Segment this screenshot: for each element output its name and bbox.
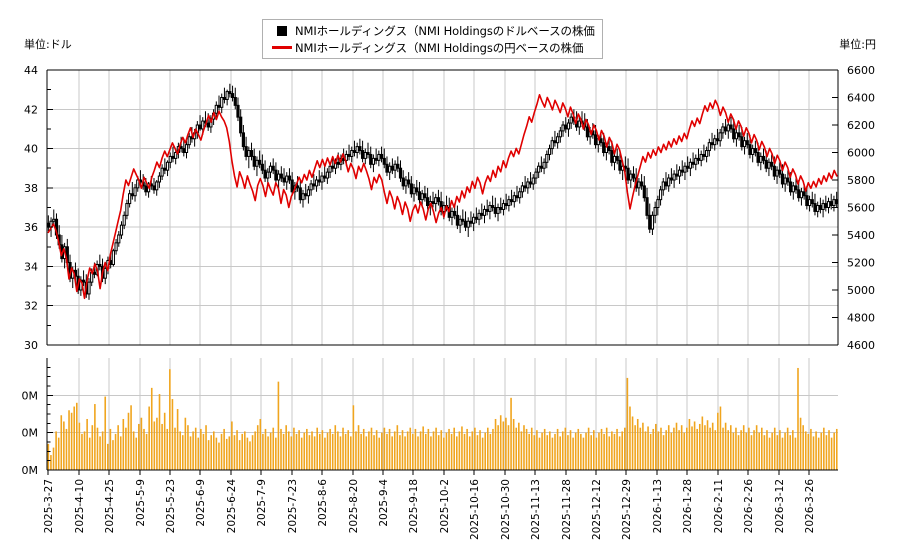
svg-text:2025-9-4: 2025-9-4 — [378, 479, 390, 527]
svg-text:0M: 0M — [22, 389, 39, 402]
svg-text:2025-6-24: 2025-6-24 — [226, 479, 238, 534]
svg-text:5200: 5200 — [847, 257, 875, 270]
svg-text:2026-3-12: 2026-3-12 — [774, 479, 786, 533]
svg-text:4600: 4600 — [847, 339, 875, 352]
svg-text:2025-11-28: 2025-11-28 — [561, 479, 573, 540]
svg-text:6200: 6200 — [847, 119, 875, 132]
svg-text:2025-3-27: 2025-3-27 — [43, 479, 55, 533]
legend-item-jpy[interactable]: NMIホールディングス（NMI Holdingsの円ベースの株価 — [269, 40, 595, 55]
svg-text:38: 38 — [24, 182, 38, 195]
svg-text:2026-3-26: 2026-3-26 — [804, 479, 816, 534]
red-line-icon — [269, 46, 295, 49]
svg-text:2025-10-2: 2025-10-2 — [439, 479, 451, 533]
legend-label-usd: NMIホールディングス（NMI Holdingsのドルベースの株価 — [295, 23, 595, 38]
svg-text:5800: 5800 — [847, 174, 875, 187]
svg-text:2025-5-23: 2025-5-23 — [165, 479, 177, 533]
svg-text:2025-5-9: 2025-5-9 — [135, 479, 147, 527]
svg-text:0M: 0M — [22, 464, 39, 477]
left-axis-unit-label: 単位:ドル — [24, 38, 72, 51]
black-square-icon — [269, 25, 295, 36]
svg-text:2025-11-13: 2025-11-13 — [530, 479, 542, 540]
svg-text:2026-1-28: 2026-1-28 — [682, 479, 694, 533]
svg-text:2025-12-12: 2025-12-12 — [591, 479, 603, 540]
svg-text:2026-2-11: 2026-2-11 — [713, 479, 725, 533]
svg-text:2026-1-13: 2026-1-13 — [652, 479, 664, 533]
svg-text:5000: 5000 — [847, 284, 875, 297]
svg-text:6600: 6600 — [847, 64, 875, 77]
svg-text:5400: 5400 — [847, 229, 875, 242]
svg-text:2025-10-16: 2025-10-16 — [469, 479, 481, 540]
svg-text:44: 44 — [24, 64, 38, 77]
svg-text:2025-9-18: 2025-9-18 — [408, 479, 420, 533]
svg-text:4800: 4800 — [847, 312, 875, 325]
svg-text:2025-7-23: 2025-7-23 — [287, 479, 299, 533]
svg-text:2025-7-9: 2025-7-9 — [256, 479, 268, 527]
legend-label-jpy: NMIホールディングス（NMI Holdingsの円ベースの株価 — [295, 40, 584, 55]
svg-text:2025-6-9: 2025-6-9 — [195, 479, 207, 527]
svg-text:6000: 6000 — [847, 147, 875, 160]
svg-text:2025-8-6: 2025-8-6 — [317, 479, 329, 527]
svg-text:40: 40 — [24, 143, 38, 156]
svg-text:5600: 5600 — [847, 202, 875, 215]
svg-text:2025-10-30: 2025-10-30 — [500, 479, 512, 540]
svg-text:36: 36 — [24, 221, 38, 234]
svg-text:32: 32 — [24, 300, 38, 313]
right-axis-unit-label: 単位:円 — [839, 38, 876, 51]
chart-legend: NMIホールディングス（NMI Holdingsのドルベースの株価 NMIホール… — [262, 19, 603, 59]
svg-text:42: 42 — [24, 103, 38, 116]
svg-text:34: 34 — [24, 260, 38, 273]
svg-text:2025-8-20: 2025-8-20 — [348, 479, 360, 533]
svg-text:2025-4-10: 2025-4-10 — [74, 479, 86, 533]
svg-text:6400: 6400 — [847, 92, 875, 105]
svg-text:30: 30 — [24, 339, 38, 352]
svg-text:0M: 0M — [22, 427, 39, 440]
svg-text:2026-2-26: 2026-2-26 — [743, 479, 755, 534]
svg-text:2025-4-25: 2025-4-25 — [104, 479, 116, 533]
legend-item-usd[interactable]: NMIホールディングス（NMI Holdingsのドルベースの株価 — [269, 23, 595, 38]
svg-text:2025-12-29: 2025-12-29 — [621, 479, 633, 540]
